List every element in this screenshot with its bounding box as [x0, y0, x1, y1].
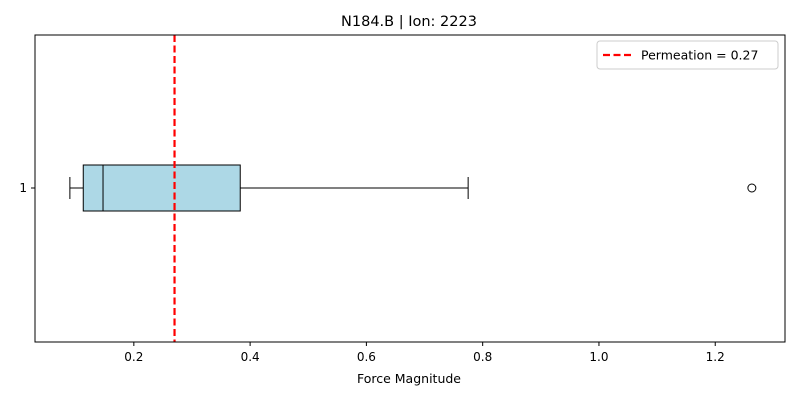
x-tick-label: 0.6 — [357, 350, 376, 364]
y-axis: 1 — [19, 181, 35, 195]
x-axis-label: Force Magnitude — [357, 371, 461, 386]
x-tick-label: 1.2 — [706, 350, 725, 364]
x-axis: 0.2 0.4 0.6 0.8 1.0 1.2 — [124, 342, 725, 364]
plot-area — [34, 34, 786, 343]
legend-box — [596, 40, 779, 70]
legend-label: Permeation = 0.27 — [641, 48, 758, 63]
x-tick-label: 0.4 — [241, 350, 260, 364]
x-tick-label: 1.0 — [589, 350, 608, 364]
outlier-point — [747, 183, 757, 193]
y-tick-label: 1 — [19, 181, 27, 195]
box-iqr — [82, 164, 241, 212]
chart-title: N184.B | Ion: 2223 — [341, 14, 477, 30]
x-tick-label: 0.2 — [124, 350, 143, 364]
x-tick-label: 0.8 — [473, 350, 492, 364]
legend: Permeation = 0.27 — [596, 40, 779, 70]
